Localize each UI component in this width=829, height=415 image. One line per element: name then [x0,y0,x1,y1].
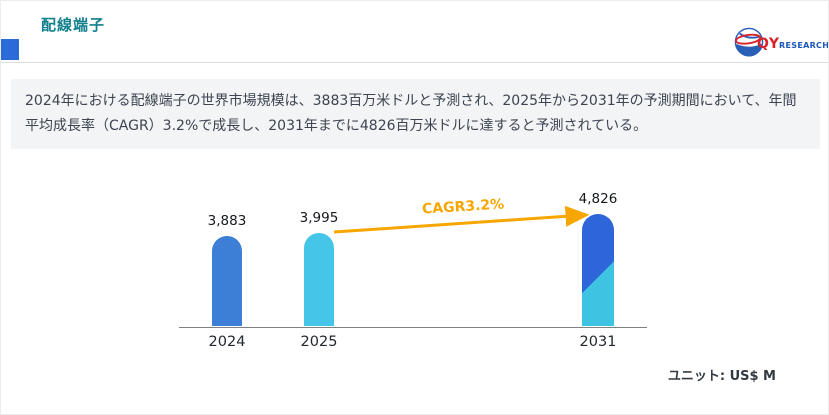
logo-text: QYRESEARCH [757,33,829,52]
bar-group-2024: 3,883 [197,213,257,326]
bar-group-2031: 4,826 [568,191,628,326]
logo-text-research: RESEARCH [779,40,829,50]
header-divider [1,62,828,63]
bar-2031 [582,214,614,326]
bar-group-2025: 3,995 [289,210,349,326]
summary-text: 2024年における配線端子の世界市場規模は、3883百万米ドルと予測され、202… [25,93,797,134]
bar-value-2025: 3,995 [299,210,339,226]
logo-text-qy: QY [757,35,780,52]
cagr-arrow [333,205,590,234]
axis-label-2031: 2031 [579,334,617,350]
cagr-arrow-line [333,205,590,234]
bar-2024 [212,236,242,326]
axis-label-2025: 2025 [300,334,338,350]
bar-value-2031: 4,826 [578,191,618,207]
globe-icon [734,27,764,57]
header-accent [1,39,19,60]
bar-value-2024: 3,883 [207,213,247,229]
summary-box: 2024年における配線端子の世界市場規模は、3883百万米ドルと予測され、202… [11,79,820,149]
page-title: 配線端子 [41,16,106,34]
x-axis-line [179,327,647,328]
unit-label: ユニット: US$ M [667,369,776,384]
qyresearch-logo: QYRESEARCH [734,27,829,57]
axis-label-2024: 2024 [208,334,246,350]
bar-2025 [304,233,334,326]
